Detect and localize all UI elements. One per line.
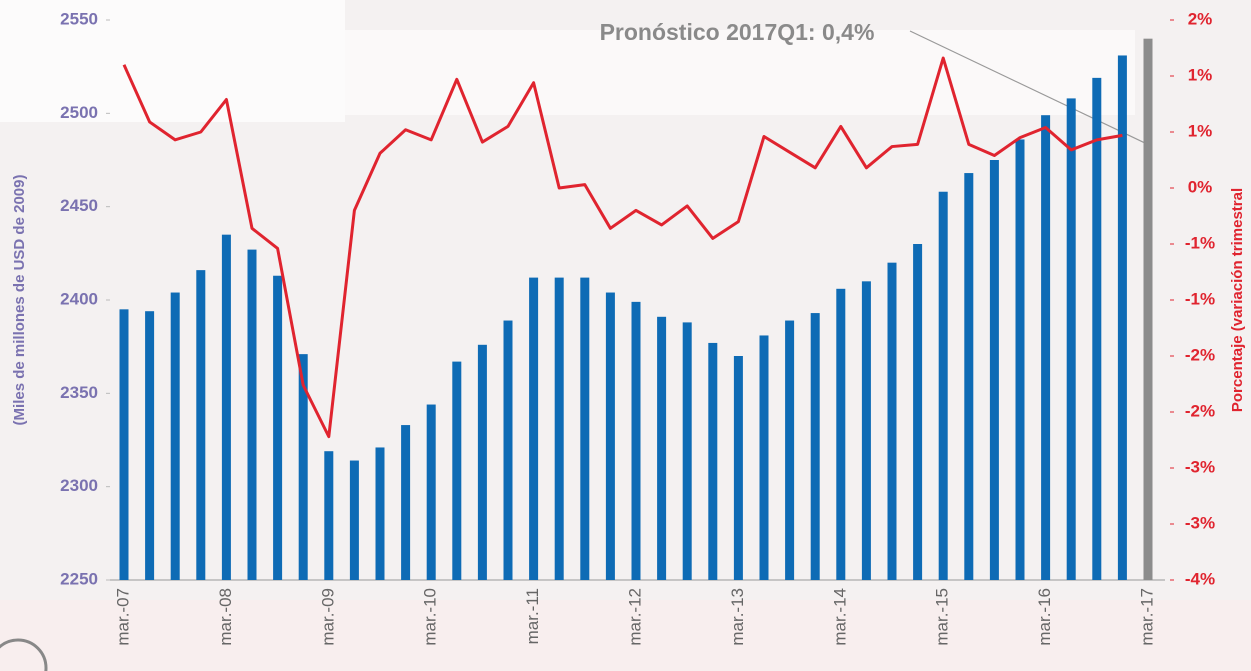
x-tick-label: mar.-11 xyxy=(523,588,542,644)
bar xyxy=(1066,98,1076,581)
x-tick-label: mar.-16 xyxy=(1035,588,1054,646)
y2-tick-label: -2% xyxy=(1185,345,1215,364)
bar xyxy=(759,335,769,580)
annotation: Pronóstico 2017Q1: 0,4% xyxy=(600,19,875,45)
x-tick-label: mar.-07 xyxy=(113,588,132,646)
background-panel xyxy=(0,0,345,122)
y2-tick-label: -2% xyxy=(1185,401,1215,420)
bar xyxy=(477,344,487,580)
bar xyxy=(785,320,795,580)
bar xyxy=(657,316,667,580)
bar xyxy=(1092,77,1102,580)
background-panel xyxy=(345,30,1135,115)
bar xyxy=(938,191,948,580)
y2-tick-label: 1% xyxy=(1188,65,1213,84)
x-tick-label: mar.-14 xyxy=(830,588,849,646)
y-tick-label: 2250 xyxy=(60,569,98,588)
bar xyxy=(887,262,897,580)
bar xyxy=(349,460,359,580)
y2-tick-label: -1% xyxy=(1185,289,1215,308)
y2-tick-label: -3% xyxy=(1185,513,1215,532)
y2-tick-label: 1% xyxy=(1188,121,1213,140)
bar xyxy=(836,288,846,580)
y-tick-label: 2500 xyxy=(60,103,98,122)
y-axis-title: (Miles de millones de USD de 2009) xyxy=(11,175,28,426)
y-tick-label: 2400 xyxy=(60,289,98,308)
y2-axis-title: Porcentaje (variación trimestral xyxy=(1229,188,1246,412)
bar xyxy=(554,277,564,580)
bar xyxy=(221,234,231,580)
y2-tick-label: -4% xyxy=(1185,569,1215,588)
x-tick-label: mar.-13 xyxy=(728,588,747,646)
y-tick-label: 2300 xyxy=(60,476,98,495)
bar xyxy=(605,292,615,580)
bar xyxy=(1117,55,1127,580)
bar xyxy=(989,160,999,580)
y2-tick-label: -1% xyxy=(1185,233,1215,252)
background-band xyxy=(0,600,1251,671)
bar xyxy=(145,311,155,580)
bar xyxy=(273,275,283,580)
bar xyxy=(503,320,513,580)
y-tick-label: 2450 xyxy=(60,196,98,215)
logo xyxy=(0,638,48,671)
bar xyxy=(580,277,590,580)
bar xyxy=(631,301,641,580)
x-tick-label: mar.-08 xyxy=(216,588,235,646)
bar xyxy=(196,270,206,580)
bar xyxy=(1041,115,1051,580)
line xyxy=(122,56,1123,439)
bar xyxy=(324,451,334,580)
x-tick-label: mar.-12 xyxy=(625,588,644,646)
bar xyxy=(247,249,257,580)
bar xyxy=(682,322,692,580)
bar xyxy=(964,173,974,581)
y-tick-label: 2550 xyxy=(60,9,98,28)
x-tick-label: mar.-15 xyxy=(933,588,952,646)
y2-tick-label: 2% xyxy=(1188,9,1213,28)
plot: 2250 2300 2350 2400 2450 2500 2550 -4% -3% -3% -2%… xyxy=(60,9,1215,645)
bar xyxy=(733,356,743,580)
bar xyxy=(452,361,462,580)
bar xyxy=(170,292,180,580)
x-tick-label: mar.-10 xyxy=(421,588,440,646)
annotation-leader xyxy=(909,30,1146,144)
bar xyxy=(426,404,436,580)
bar xyxy=(298,354,308,580)
bar xyxy=(708,342,718,580)
y-tick-label: 2350 xyxy=(60,383,98,402)
bar xyxy=(401,425,411,580)
x-tick-label: mar.-09 xyxy=(318,588,337,646)
y2-tick-label: 0% xyxy=(1188,177,1213,196)
bar xyxy=(810,313,820,580)
y2-tick-label: -3% xyxy=(1185,457,1215,476)
bar xyxy=(913,244,923,580)
x-tick-label: mar.-17 xyxy=(1137,588,1156,646)
bar xyxy=(529,277,539,580)
bar xyxy=(119,309,129,580)
bar xyxy=(375,447,385,580)
bar xyxy=(1143,38,1153,580)
bar xyxy=(1015,139,1025,580)
bar xyxy=(861,281,871,580)
